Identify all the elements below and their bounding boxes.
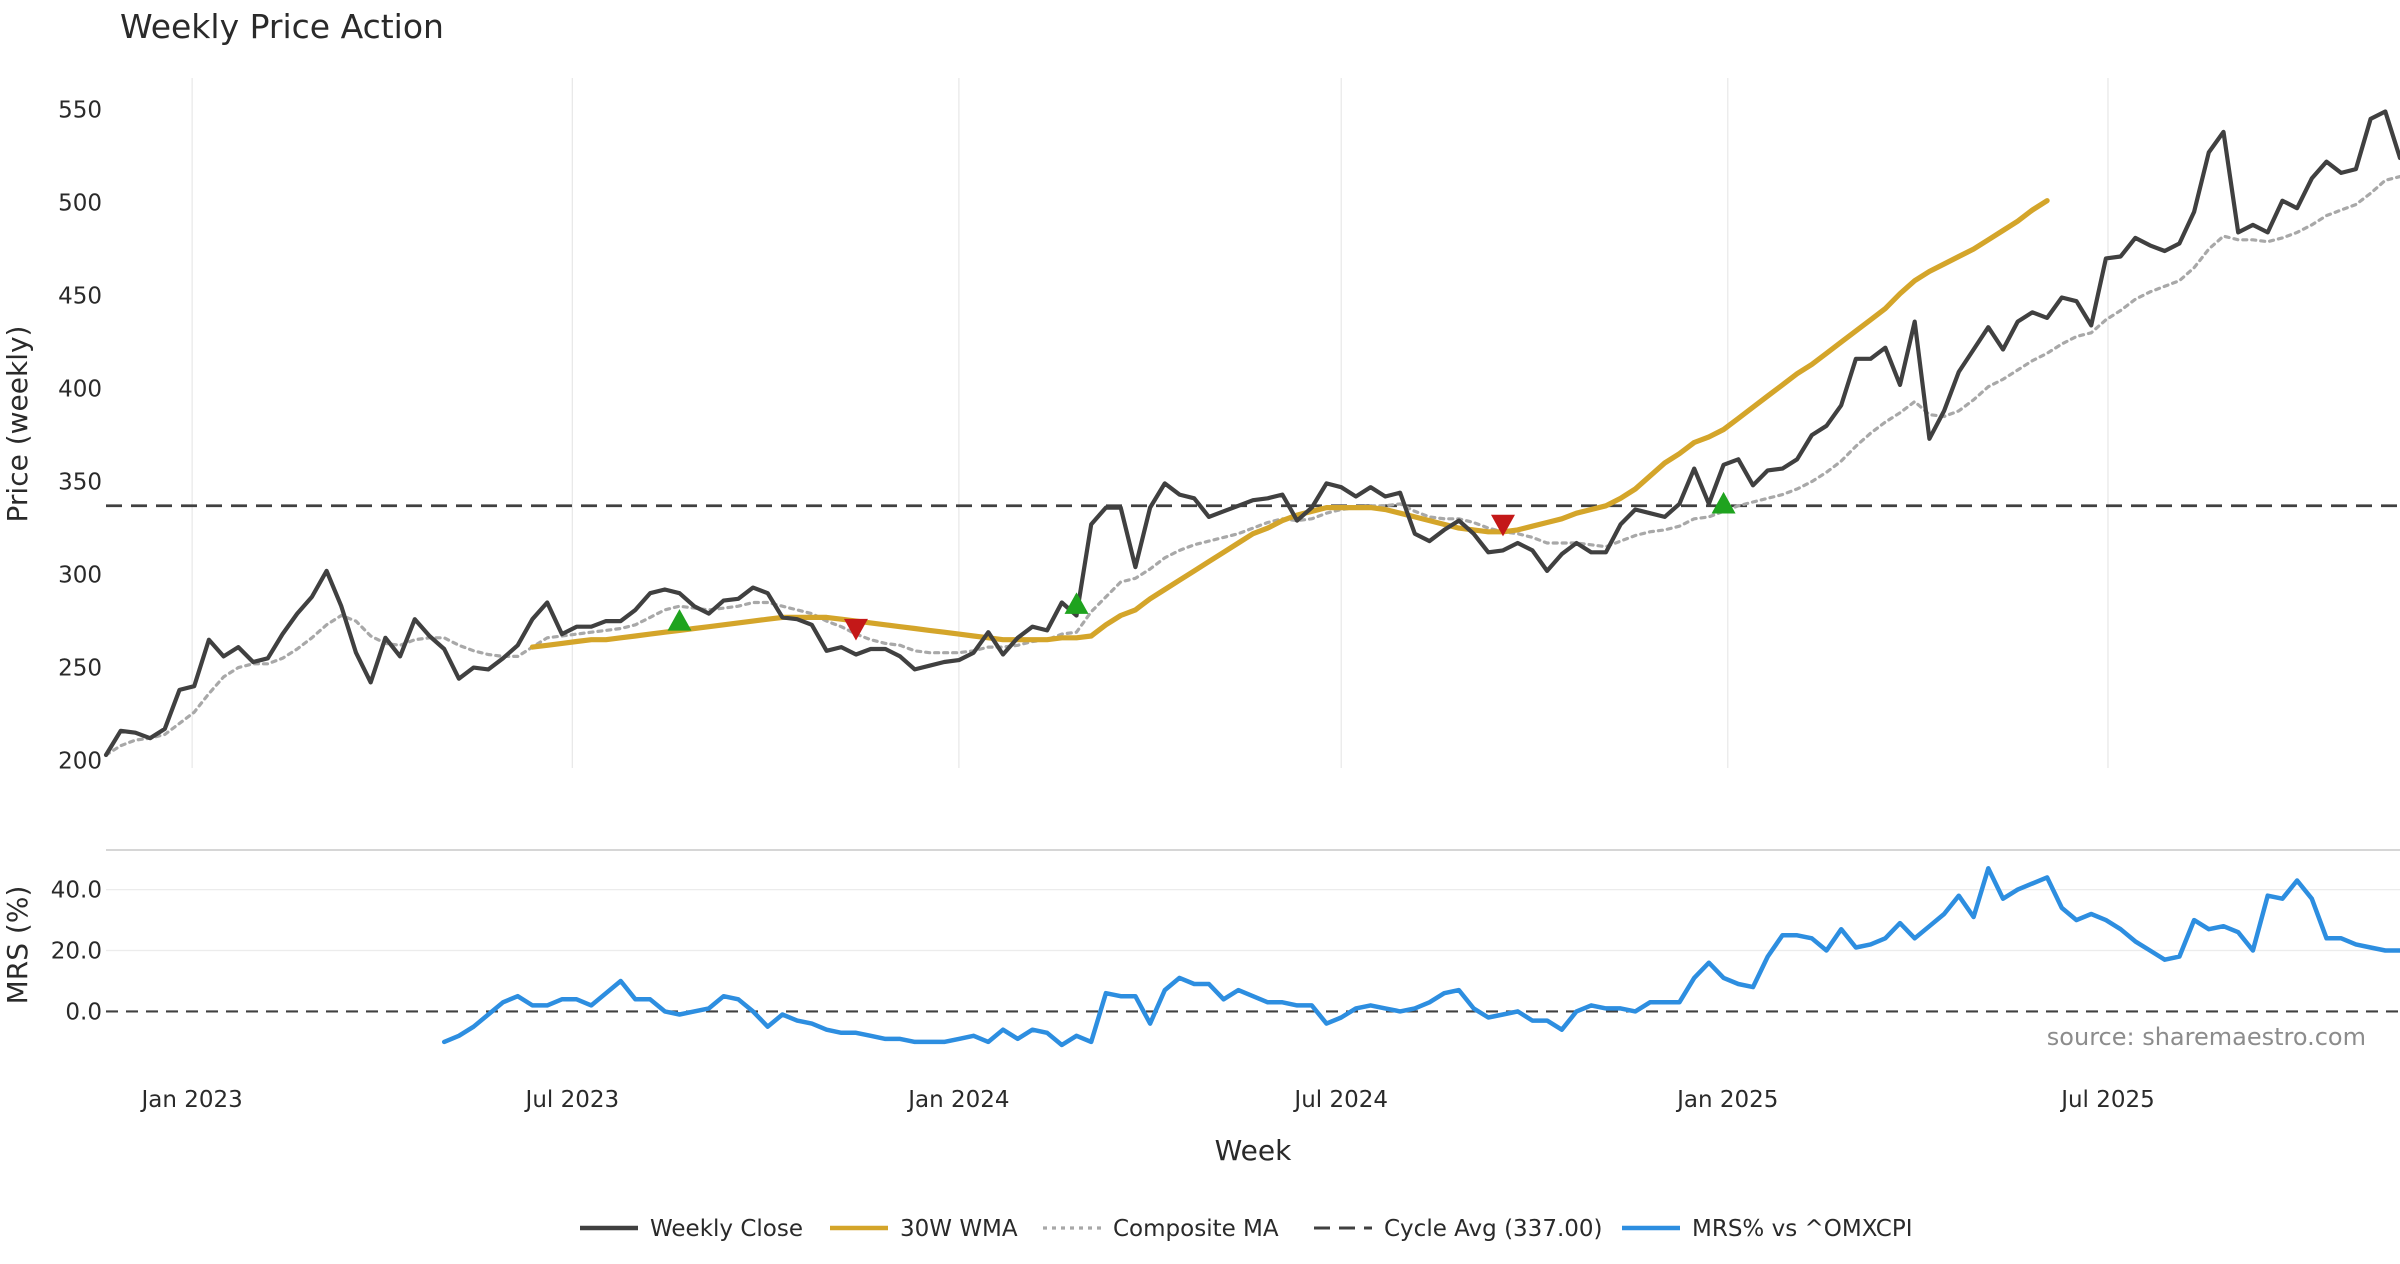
legend-label: 30W WMA	[900, 1216, 1018, 1242]
legend-label: Weekly Close	[650, 1216, 803, 1242]
legend-label: Composite MA	[1113, 1216, 1279, 1242]
x-tick-label: Jul 2023	[524, 1087, 620, 1113]
legend-label: MRS% vs ^OMXCPI	[1692, 1216, 1913, 1242]
marker-layer	[667, 491, 1736, 641]
legend-item: MRS% vs ^OMXCPI	[1622, 1216, 1913, 1242]
legend-item: Weekly Close	[580, 1216, 803, 1242]
price-y-tick-label: 300	[58, 563, 102, 589]
x-tick-label: Jan 2023	[139, 1087, 242, 1113]
price-y-tick-label: 550	[58, 98, 102, 124]
legend-label: Cycle Avg (337.00)	[1384, 1216, 1603, 1242]
buy-signal-marker	[667, 609, 692, 631]
mrs-line	[441, 866, 2400, 1048]
mrs-axis-label: MRS (%)	[1, 886, 34, 1005]
source-label: source: sharemaestro.com	[2047, 1023, 2366, 1051]
price-y-tick-label: 450	[58, 284, 102, 310]
wma-30w-line	[529, 198, 2050, 650]
price-y-tick-label: 500	[58, 191, 102, 217]
price-axis-label: Price (weekly)	[1, 326, 34, 523]
legend: Weekly Close 30W WMA Composite MA Cycle Avg…	[580, 1216, 1913, 1242]
grid-layer	[106, 78, 2400, 952]
chart-title: Weekly Price Action	[120, 7, 444, 46]
price-y-tick-label: 250	[58, 656, 102, 682]
sell-signal-marker	[843, 618, 868, 641]
price-y-tick-label: 200	[58, 749, 102, 775]
x-axis-label: Week	[1215, 1134, 1292, 1167]
x-tick-label: Jan 2025	[1675, 1087, 1778, 1113]
legend-item: Cycle Avg (337.00)	[1314, 1216, 1603, 1242]
x-tick-label: Jan 2024	[906, 1087, 1009, 1113]
composite-ma-line	[104, 175, 2400, 757]
mrs-y-tick-label: 40.0	[51, 878, 102, 904]
x-tick-label: Jul 2025	[2059, 1087, 2155, 1113]
price-y-tick-label: 350	[58, 470, 102, 496]
buy-signal-marker	[1711, 491, 1736, 514]
legend-item: 30W WMA	[830, 1216, 1018, 1242]
series-layer	[103, 109, 2400, 1048]
x-tick-label: Jul 2024	[1292, 1087, 1388, 1113]
buy-signal-marker	[1064, 592, 1089, 614]
price-y-tick-label: 400	[58, 377, 102, 403]
mrs-y-tick-label: 20.0	[51, 939, 102, 965]
legend-item: Composite MA	[1043, 1216, 1279, 1242]
mrs-y-tick-label: 0.0	[65, 999, 102, 1025]
weekly-close-line	[103, 109, 2400, 758]
text-layer: Weekly Price Action Week Price (weekly) …	[1, 7, 2366, 1167]
sell-signal-marker	[1490, 514, 1515, 537]
